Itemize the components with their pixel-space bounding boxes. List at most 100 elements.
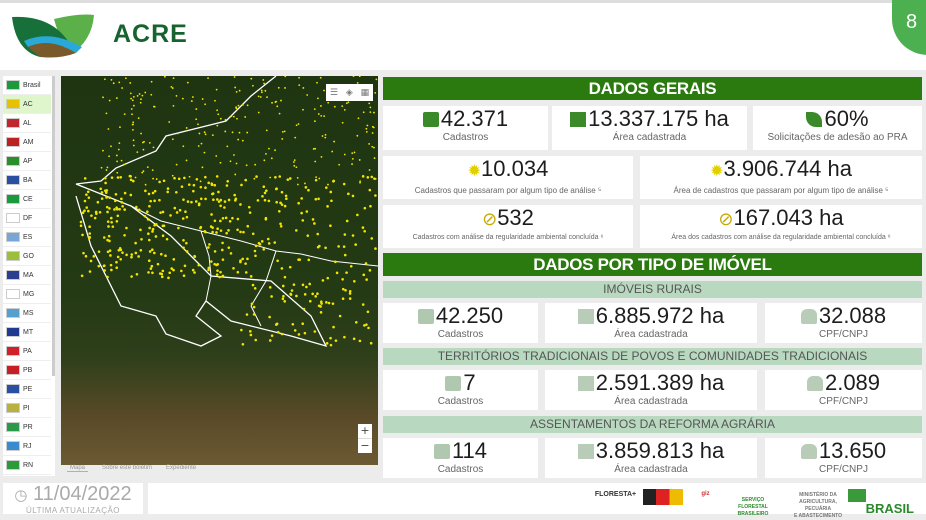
state-item-ms[interactable]: MS <box>3 304 51 323</box>
property-dot <box>100 166 103 169</box>
property-dot <box>300 197 303 200</box>
property-dot <box>153 199 156 203</box>
property-dot <box>153 189 157 193</box>
state-item-pe[interactable]: PE <box>3 380 51 399</box>
property-dot <box>370 175 374 179</box>
property-dot <box>362 111 365 114</box>
property-dot <box>178 208 182 212</box>
property-dot <box>273 241 277 244</box>
property-dot <box>199 225 203 229</box>
flag-icon <box>6 118 20 128</box>
property-dot <box>87 209 90 213</box>
property-dot <box>283 204 287 208</box>
property-dot <box>215 273 219 276</box>
property-dot <box>359 180 362 183</box>
property-dot <box>195 118 198 121</box>
page-number: 8 <box>892 0 926 55</box>
property-dot <box>110 220 113 224</box>
state-list[interactable]: Brasil AC AL AM AP BA CE DF ES GO MA MG MS MT PA PB PE PI… <box>3 76 55 476</box>
property-dot <box>282 294 285 298</box>
property-dot <box>147 271 150 274</box>
state-item-pr[interactable]: PR <box>3 418 51 437</box>
basemap-icon[interactable]: ▦ <box>360 87 370 98</box>
property-dot <box>345 271 348 274</box>
area-map-icon <box>577 444 594 459</box>
property-dot <box>207 246 210 249</box>
state-code: RN <box>23 461 34 469</box>
property-dot <box>185 250 189 253</box>
tab-sobre[interactable]: Sobre este boletim <box>102 465 153 471</box>
property-dot <box>172 258 176 261</box>
scrollbar[interactable] <box>52 76 55 376</box>
property-dot <box>147 238 151 242</box>
state-item-ma[interactable]: MA <box>3 266 51 285</box>
property-dot <box>356 82 359 84</box>
state-item-ap[interactable]: AP <box>3 152 51 171</box>
state-item-pi[interactable]: PI <box>3 399 51 418</box>
state-item-ac[interactable]: AC <box>3 95 51 114</box>
property-dot <box>325 342 329 345</box>
municipal-border <box>200 230 212 302</box>
property-dot <box>123 208 126 211</box>
state-item-rn[interactable]: RN <box>3 456 51 475</box>
property-dot <box>215 155 218 157</box>
property-dot <box>161 234 165 238</box>
tab-mapa[interactable]: Mapa <box>67 465 89 472</box>
state-item-ba[interactable]: BA <box>3 171 51 190</box>
property-dot <box>283 275 287 279</box>
legend-icon[interactable]: ☰ <box>329 87 338 98</box>
property-dot <box>239 203 242 206</box>
property-dot <box>366 124 369 127</box>
label: CPF/CNPJ <box>819 464 868 475</box>
label: Área cadastrada <box>614 396 688 407</box>
state-item-am[interactable]: AM <box>3 133 51 152</box>
state-item-brasil[interactable]: Brasil <box>3 76 51 95</box>
property-dot <box>293 159 296 162</box>
property-dot <box>356 134 359 137</box>
property-dot <box>317 197 320 201</box>
property-dot <box>327 183 329 186</box>
flag-icon <box>6 80 20 90</box>
state-item-pb[interactable]: PB <box>3 361 51 380</box>
state-item-ce[interactable]: CE <box>3 190 51 209</box>
property-dot <box>283 130 286 133</box>
zoom-out-button[interactable]: − <box>358 438 372 453</box>
zoom-control: + − <box>358 424 372 453</box>
zoom-in-button[interactable]: + <box>360 424 370 437</box>
state-item-mt[interactable]: MT <box>3 323 51 342</box>
state-item-go[interactable]: GO <box>3 247 51 266</box>
map[interactable]: ☰ ◈ ▦ + − <box>61 76 378 465</box>
property-dot <box>235 91 238 93</box>
state-item-df[interactable]: DF <box>3 209 51 228</box>
property-dot <box>97 250 101 253</box>
property-dot <box>177 226 180 230</box>
property-dot <box>307 188 310 192</box>
state-item-pa[interactable]: PA <box>3 342 51 361</box>
property-dot <box>116 176 120 179</box>
property-dot <box>203 131 206 134</box>
state-item-es[interactable]: ES <box>3 228 51 247</box>
property-dot <box>252 313 256 316</box>
layers-icon[interactable]: ◈ <box>345 87 353 98</box>
state-item-mg[interactable]: MG <box>3 285 51 304</box>
property-dot <box>130 108 133 110</box>
property-dot <box>187 183 191 186</box>
property-dot <box>172 268 175 272</box>
property-dot <box>358 339 362 343</box>
property-dot <box>86 190 90 194</box>
property-dot <box>246 104 249 107</box>
property-dot <box>277 210 281 213</box>
property-dot <box>218 275 221 279</box>
state-item-al[interactable]: AL <box>3 114 51 133</box>
property-dot <box>182 145 185 148</box>
property-dot <box>285 197 288 201</box>
property-dot <box>297 333 301 336</box>
property-dot <box>144 183 147 186</box>
state-item-rj[interactable]: RJ <box>3 437 51 456</box>
property-dot <box>352 76 355 78</box>
property-dot <box>124 77 127 80</box>
tab-expediente[interactable]: Expediente <box>166 465 197 471</box>
property-dot <box>105 196 108 199</box>
property-dot <box>279 224 283 228</box>
property-dot <box>137 208 141 212</box>
